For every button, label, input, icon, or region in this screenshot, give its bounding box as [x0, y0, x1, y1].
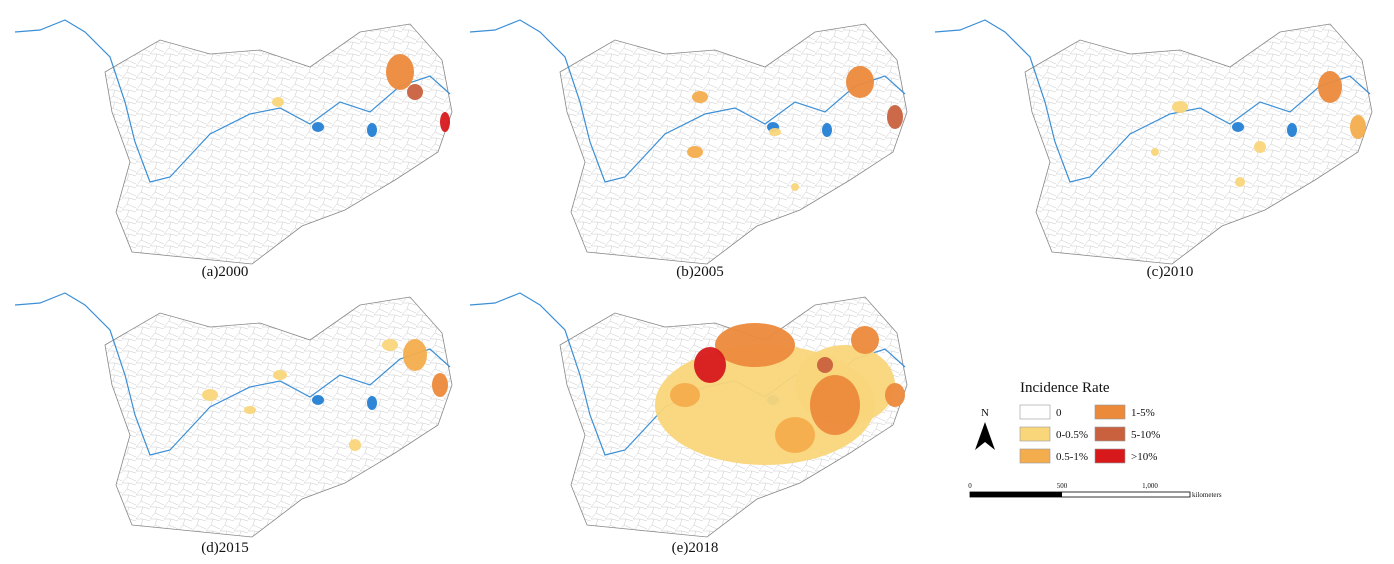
legend-title: Incidence Rate	[1020, 380, 1110, 396]
scale-tick: 500	[1057, 482, 1068, 490]
legend-swatch	[1019, 448, 1051, 464]
incidence-area	[273, 370, 287, 380]
panel-a	[15, 20, 452, 264]
legend-label: 0-0.5%	[1056, 429, 1088, 441]
incidence-area	[403, 339, 427, 371]
legend-label: 0.5-1%	[1056, 451, 1088, 463]
scale-tick: 1,000	[1142, 482, 1158, 490]
incidence-area	[1235, 177, 1245, 187]
legend-label: 0	[1056, 407, 1062, 419]
panel-c	[935, 20, 1372, 264]
incidence-area	[715, 323, 795, 367]
incidence-area	[1318, 71, 1342, 103]
incidence-area	[769, 128, 781, 136]
incidence-area	[386, 54, 414, 90]
legend: Incidence Rate 0 0-0.5% 0.5-1% 1-5% 5-10% >10…	[1019, 380, 1160, 464]
panel-label: (d)2015	[201, 540, 249, 556]
north-label: N	[981, 407, 989, 419]
incidence-areas	[655, 323, 905, 465]
incidence-area	[887, 105, 903, 129]
north-arrow: N	[975, 407, 995, 450]
incidence-area	[692, 91, 708, 103]
scale-tick: 0	[968, 482, 972, 490]
incidence-area	[817, 357, 833, 373]
legend-swatch	[1094, 404, 1126, 420]
incidence-area	[407, 84, 423, 100]
incidence-areas	[1151, 71, 1366, 187]
incidence-area	[1151, 148, 1159, 156]
incidence-area	[885, 383, 905, 407]
incidence-area	[775, 417, 815, 453]
incidence-area	[1350, 115, 1366, 139]
incidence-area	[851, 326, 879, 354]
legend-label: 1-5%	[1131, 407, 1155, 419]
panel-label: (a)2000	[202, 264, 249, 280]
incidence-area	[670, 383, 700, 407]
panel-b	[470, 20, 907, 264]
incidence-area	[202, 389, 218, 401]
incidence-area	[687, 146, 703, 158]
legend-label: >10%	[1131, 451, 1157, 463]
incidence-area	[272, 97, 284, 107]
scale-unit: kilometers	[1192, 491, 1222, 499]
panel-d	[15, 293, 452, 537]
incidence-areas	[202, 339, 448, 451]
incidence-area	[810, 375, 860, 435]
incidence-area	[440, 112, 450, 132]
incidence-areas	[687, 66, 903, 191]
legend-swatch	[1019, 426, 1051, 442]
panel-label: (c)2010	[1147, 264, 1194, 280]
scale-bar: 0 500 1,000 kilometers	[968, 482, 1222, 499]
incidence-area	[846, 66, 874, 98]
legend-swatch	[1019, 404, 1051, 420]
incidence-area	[349, 439, 361, 451]
incidence-area	[1254, 141, 1266, 153]
legend-swatch	[1094, 426, 1126, 442]
panel-label: (b)2005	[676, 264, 724, 280]
incidence-area	[1172, 101, 1188, 113]
panel-label: (e)2018	[672, 540, 719, 556]
incidence-area	[244, 406, 256, 414]
incidence-area	[694, 347, 726, 383]
legend-label: 5-10%	[1131, 429, 1160, 441]
incidence-area	[791, 183, 799, 191]
incidence-area	[382, 339, 398, 351]
panel-e	[470, 293, 907, 537]
legend-swatch	[1094, 448, 1126, 464]
incidence-area	[432, 373, 448, 397]
incidence-areas	[272, 54, 450, 132]
